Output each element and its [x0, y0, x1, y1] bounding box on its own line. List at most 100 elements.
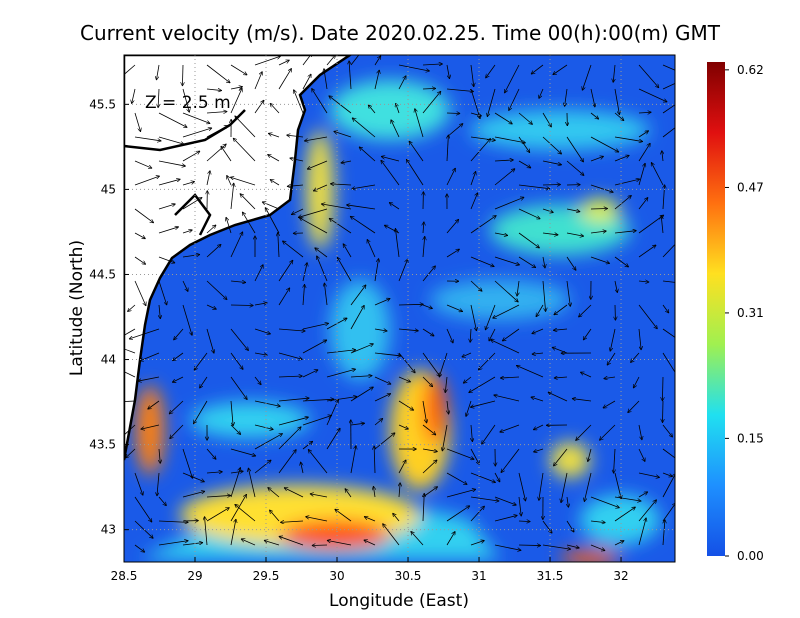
vector	[422, 64, 443, 65]
vector	[158, 521, 188, 522]
vector	[532, 328, 544, 334]
vector	[254, 328, 271, 334]
vector	[230, 519, 236, 546]
vector	[599, 424, 616, 440]
vector	[567, 496, 569, 508]
vector	[470, 215, 496, 234]
vector	[206, 89, 222, 91]
vector	[576, 424, 592, 441]
colorbar-tick-label: 0.31	[737, 306, 764, 320]
vector	[227, 175, 232, 186]
vector	[630, 352, 640, 363]
vector	[494, 515, 517, 522]
vector	[470, 64, 474, 87]
vector	[278, 417, 309, 426]
vector	[662, 304, 669, 313]
vector	[298, 208, 328, 218]
vector	[364, 517, 376, 522]
vector	[302, 399, 334, 401]
vector	[494, 395, 520, 402]
vector	[286, 135, 304, 137]
vector	[561, 472, 568, 503]
vector	[134, 208, 154, 223]
vector	[398, 400, 414, 410]
vector	[398, 376, 411, 382]
vector	[446, 304, 463, 312]
plot-frame	[123, 54, 676, 563]
vector	[359, 147, 376, 162]
colorbar-tick-label: 0.15	[737, 431, 764, 445]
vector	[533, 424, 544, 430]
vector	[368, 105, 376, 114]
vector	[582, 64, 592, 91]
vector	[374, 418, 383, 426]
vector	[302, 323, 329, 330]
vector	[278, 449, 296, 474]
vector	[638, 328, 641, 350]
vector	[607, 352, 616, 365]
vector	[324, 68, 328, 90]
vector	[518, 496, 521, 516]
vector	[124, 328, 136, 337]
vector	[447, 400, 449, 414]
vector	[158, 280, 167, 305]
vector	[553, 448, 568, 466]
vector	[492, 304, 520, 319]
y-tick-label: 43	[101, 523, 116, 537]
vector	[182, 181, 195, 186]
vector	[182, 112, 210, 124]
vector	[343, 244, 352, 258]
vector	[539, 88, 544, 99]
vector	[391, 120, 400, 138]
vector	[254, 353, 268, 355]
vector	[518, 160, 531, 168]
vector	[159, 304, 160, 319]
vector	[532, 353, 544, 354]
vector	[422, 400, 427, 423]
vector	[282, 241, 304, 258]
vector	[324, 283, 328, 306]
vector	[315, 248, 328, 258]
vector	[278, 376, 303, 377]
vector	[422, 448, 438, 452]
vector	[442, 424, 448, 451]
vector	[235, 504, 256, 522]
vector	[584, 472, 592, 502]
vector	[230, 328, 249, 351]
vector	[254, 303, 267, 305]
vector	[662, 400, 663, 423]
vector	[254, 100, 264, 114]
vector	[199, 376, 208, 388]
vector	[182, 151, 200, 162]
vector	[230, 305, 253, 306]
vector	[374, 329, 387, 331]
y-tick-label: 44	[101, 353, 116, 367]
current-vectors	[124, 55, 675, 553]
vector	[578, 304, 592, 317]
vector	[206, 64, 230, 83]
vector	[374, 394, 391, 402]
vector	[230, 183, 234, 210]
vector	[182, 197, 202, 210]
vector	[614, 256, 629, 267]
vector	[327, 540, 352, 546]
vector	[158, 204, 176, 210]
vector	[398, 352, 415, 373]
vector	[542, 520, 552, 533]
land	[124, 55, 353, 461]
vector	[398, 329, 419, 331]
vector	[470, 112, 482, 116]
vector	[279, 536, 304, 546]
vector	[124, 64, 136, 76]
vector	[124, 371, 136, 378]
vector	[317, 256, 328, 282]
vector	[422, 88, 436, 89]
vector	[170, 424, 184, 439]
vector	[494, 256, 520, 265]
chart-title: Current velocity (m/s). Date 2020.02.25.…	[80, 21, 721, 45]
vector	[446, 88, 474, 92]
vector	[531, 397, 544, 402]
vector	[182, 230, 193, 234]
vector	[134, 256, 146, 264]
